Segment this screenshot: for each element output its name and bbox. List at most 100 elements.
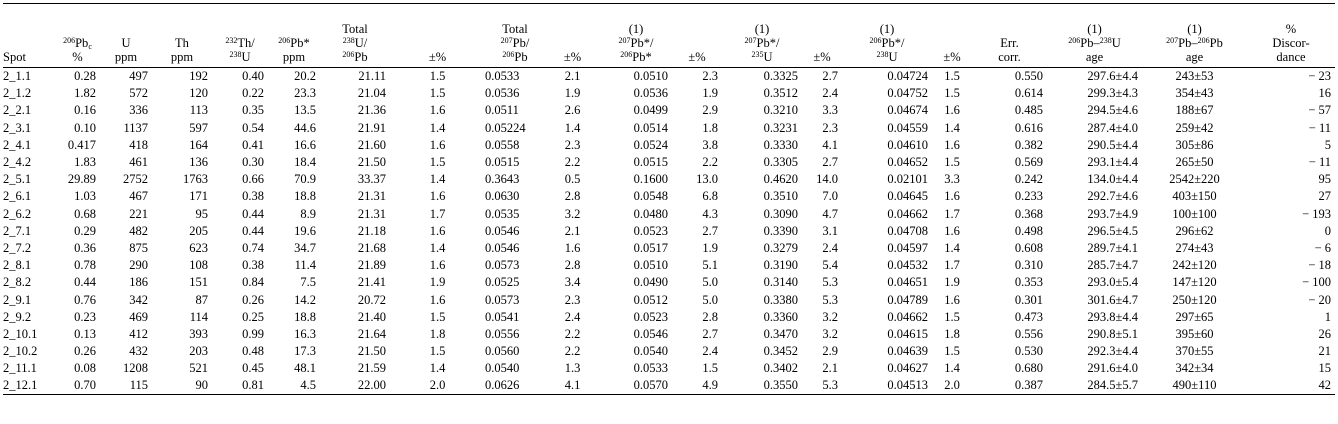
table-cell: 13.5 xyxy=(294,103,316,118)
header-cell: Spot xyxy=(3,4,55,68)
table-cell: 0.3210 xyxy=(763,103,798,118)
table-cell: 0.30 xyxy=(242,155,264,170)
table-cell: 521 xyxy=(189,361,208,376)
table-cell: 0.38 xyxy=(242,258,264,273)
table-body: 2_1.1 0.28 497 192 0.40 20.2 21.11 1.5 0.0533 2.1… xyxy=(3,68,1335,395)
header-line: 206Pb* xyxy=(268,36,320,50)
table-cell: 0.5 xyxy=(564,172,581,187)
table-cell: 1.5 xyxy=(429,69,446,84)
header-line: ±% xyxy=(932,50,972,64)
table-row: 2_10.2 0.26 432 203 0.48 17.3 21.50 1.5 0.0560 2.… xyxy=(3,343,1335,360)
table-cell: 171 xyxy=(189,189,208,204)
header-text: Pb* xyxy=(632,50,652,64)
table-cell: 120 xyxy=(189,86,208,101)
header-text: Err. xyxy=(1000,36,1019,50)
header-cell: (1) 207Pb*/206Pb* xyxy=(600,4,672,68)
table-cell: 287.4±4.0 xyxy=(1087,120,1138,135)
table-cell: 0.0573 xyxy=(485,258,520,273)
table-cell: 1.8 xyxy=(944,326,960,341)
table-cell: 2.1 xyxy=(822,361,838,376)
table-cell: 1.5 xyxy=(944,344,960,359)
table-cell: 297.6±4.4 xyxy=(1087,69,1138,84)
table-cell: 2.6 xyxy=(564,103,581,118)
header-line: 238U/ xyxy=(320,36,390,50)
table-cell: 1.6 xyxy=(429,189,446,204)
table-cell: 0.74 xyxy=(242,240,264,255)
table-cell: 21 xyxy=(1318,344,1332,359)
table-cell: 597 xyxy=(189,120,208,135)
table-cell: 0.04652 xyxy=(887,155,928,170)
table-cell: 5.4 xyxy=(822,258,838,273)
table-cell: 147±120 xyxy=(1172,275,1217,290)
table-cell: 5.1 xyxy=(702,258,718,273)
table-cell: 0.26 xyxy=(74,344,96,359)
table-cell: 0.3470 xyxy=(763,326,798,341)
table-cell: 16.6 xyxy=(294,137,316,152)
table-cell: 0.3330 xyxy=(763,137,798,152)
table-cell: 15 xyxy=(1318,361,1332,376)
header-cell: Err. corr. xyxy=(972,4,1047,68)
table-cell: 0.0524 xyxy=(633,137,668,152)
table-cell: 2_4.2 xyxy=(3,155,32,170)
table-cell: 0.3643 xyxy=(485,172,520,187)
table-cell: 21.59 xyxy=(357,361,386,376)
table-cell: 2.2 xyxy=(564,326,581,341)
header-line: (1) xyxy=(600,22,672,36)
header-text: Pb*/ xyxy=(756,36,780,50)
table-cell: 1.83 xyxy=(74,155,96,170)
header-line: 232Th/ xyxy=(212,36,268,50)
table-cell: 0.04674 xyxy=(887,103,928,118)
table-cell: 3.4 xyxy=(564,275,581,290)
table-cell: 0.84 xyxy=(242,275,264,290)
table-cell: 2.3 xyxy=(822,120,838,135)
table-cell: 2_9.1 xyxy=(3,292,32,307)
table-row: 2_10.1 0.13 412 393 0.99 16.3 21.64 1.8 0.0556 2.… xyxy=(3,325,1335,342)
superscript: 207 xyxy=(744,36,757,45)
table-cell: 0.22 xyxy=(242,86,264,101)
table-cell: − 11 xyxy=(1308,120,1331,135)
table-cell: 0.310 xyxy=(1014,258,1043,273)
superscript: 206 xyxy=(1197,36,1210,45)
table-cell: 297±65 xyxy=(1175,309,1214,324)
superscript: 238 xyxy=(876,50,889,59)
header-text: dance xyxy=(1276,50,1306,64)
table-cell: 42 xyxy=(1318,378,1332,393)
table-cell: 0.05224 xyxy=(485,120,526,135)
table-cell: 0.38 xyxy=(242,189,264,204)
table-cell: 44.6 xyxy=(294,120,316,135)
header-cell: 206Pbc% xyxy=(55,4,100,68)
header-text: Total xyxy=(502,22,528,36)
table-cell: 0.29 xyxy=(74,223,96,238)
table-cell: 0.0548 xyxy=(633,189,668,204)
table-cell: 0.368 xyxy=(1014,206,1043,221)
table-cell: 1.7 xyxy=(944,206,960,221)
table-cell: 2.4 xyxy=(564,309,581,324)
table-cell: 17.3 xyxy=(294,344,316,359)
table-cell: 0.44 xyxy=(242,206,264,221)
table-cell: 1.4 xyxy=(564,120,581,135)
table-cell: 0.4620 xyxy=(763,172,798,187)
table-cell: 0.0525 xyxy=(485,275,520,290)
header-line: ppm xyxy=(100,50,152,64)
header-line: 206Pb xyxy=(320,50,390,64)
header-text: ppm xyxy=(170,50,194,64)
table-cell: 3.1 xyxy=(822,223,838,238)
table-cell: − 23 xyxy=(1308,69,1331,84)
table-cell: 5.3 xyxy=(822,292,838,307)
header-line: 238U xyxy=(212,50,268,64)
header-text: (1) xyxy=(1087,22,1102,36)
superscript: 206 xyxy=(1068,36,1081,45)
table-cell: 1.9 xyxy=(429,275,446,290)
header-text: age xyxy=(1185,50,1204,64)
table-row: 2_3.1 0.10 1137 597 0.54 44.6 21.91 1.4 0.05224 1… xyxy=(3,119,1335,136)
header-line: ppm xyxy=(268,50,320,64)
table-cell: 0.3380 xyxy=(763,292,798,307)
table-cell: − 193 xyxy=(1302,206,1331,221)
table-cell: 3.8 xyxy=(702,137,718,152)
table-cell: 0.3090 xyxy=(763,206,798,221)
table-cell: 1763 xyxy=(183,172,208,187)
subscript: c xyxy=(88,42,92,51)
